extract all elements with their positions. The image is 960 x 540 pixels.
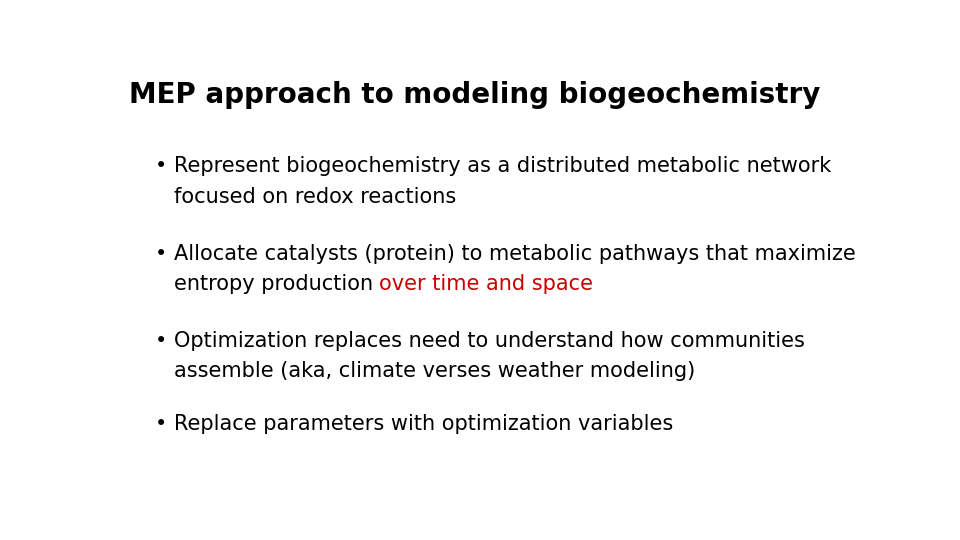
Text: assemble (aka, climate verses weather modeling): assemble (aka, climate verses weather mo…	[174, 361, 695, 381]
Text: MEP approach to modeling biogeochemistry: MEP approach to modeling biogeochemistry	[129, 82, 820, 110]
Text: Allocate catalysts (protein) to metabolic pathways that maximize: Allocate catalysts (protein) to metaboli…	[174, 244, 855, 264]
Text: •: •	[155, 414, 167, 434]
Text: Represent biogeochemistry as a distributed metabolic network: Represent biogeochemistry as a distribut…	[174, 156, 830, 176]
Text: focused on redox reactions: focused on redox reactions	[174, 187, 456, 207]
Text: •: •	[155, 331, 167, 351]
Text: Optimization replaces need to understand how communities: Optimization replaces need to understand…	[174, 331, 804, 351]
Text: •: •	[155, 244, 167, 264]
Text: over time and space: over time and space	[379, 274, 593, 294]
Text: Replace parameters with optimization variables: Replace parameters with optimization var…	[174, 414, 673, 434]
Text: •: •	[155, 156, 167, 176]
Text: entropy production: entropy production	[174, 274, 379, 294]
